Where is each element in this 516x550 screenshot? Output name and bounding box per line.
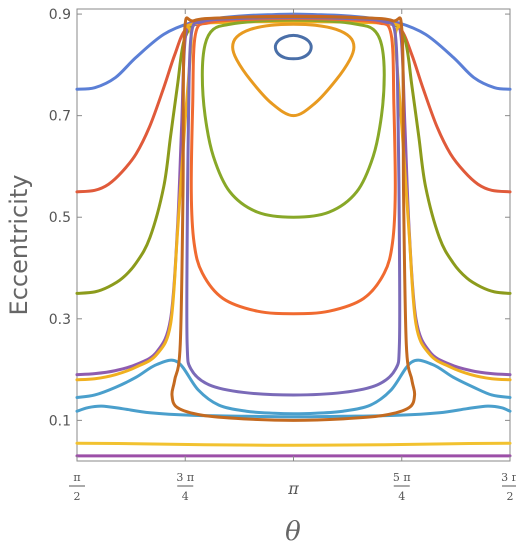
series-layer <box>75 12 512 458</box>
x-tick-label-denominator: 4 <box>182 490 189 503</box>
series-line-11 <box>231 22 356 118</box>
x-tick-label-denominator: 2 <box>507 490 514 503</box>
y-tick-label: 0.5 <box>49 210 71 226</box>
series-line-5 <box>75 20 512 382</box>
y-tick-label: 0.7 <box>49 109 71 125</box>
x-tick-label-numerator: 3 π <box>176 471 194 484</box>
series-line-15 <box>170 15 417 422</box>
x-tick-label-denominator: 2 <box>74 490 81 503</box>
x-tick-label-denominator: 4 <box>398 490 405 503</box>
plot-frame <box>76 8 511 462</box>
x-tick-label-numerator: 3 π <box>501 471 516 484</box>
series-line-3 <box>75 17 512 295</box>
y-tick-label: 0.9 <box>49 7 71 23</box>
series-line-13 <box>189 17 397 316</box>
series-line-10 <box>273 33 313 61</box>
series-line-14 <box>185 16 402 397</box>
x-tick-label-numerator: 5 π <box>393 471 411 484</box>
series-line-4 <box>75 19 512 377</box>
x-axis-title: θ <box>285 517 301 547</box>
y-axis-ticks: 0.1 0.3 0.5 0.7 0.9 <box>49 7 510 429</box>
series-line-12 <box>200 18 386 219</box>
y-tick-label: 0.1 <box>49 413 71 429</box>
series-line-2 <box>75 14 512 194</box>
x-axis-ticks: π 2 3 π 4 π 5 π 4 3 π 2 <box>69 9 516 503</box>
y-axis-title: Eccentricity <box>5 175 33 316</box>
series-line-7 <box>75 404 512 419</box>
x-tick-label-numerator: π <box>73 471 80 484</box>
series-line-6 <box>75 358 512 416</box>
series-line-8 <box>75 441 512 447</box>
y-tick-label: 0.3 <box>49 312 71 328</box>
x-tick-label: π <box>287 479 299 498</box>
series-line-1 <box>75 12 512 91</box>
